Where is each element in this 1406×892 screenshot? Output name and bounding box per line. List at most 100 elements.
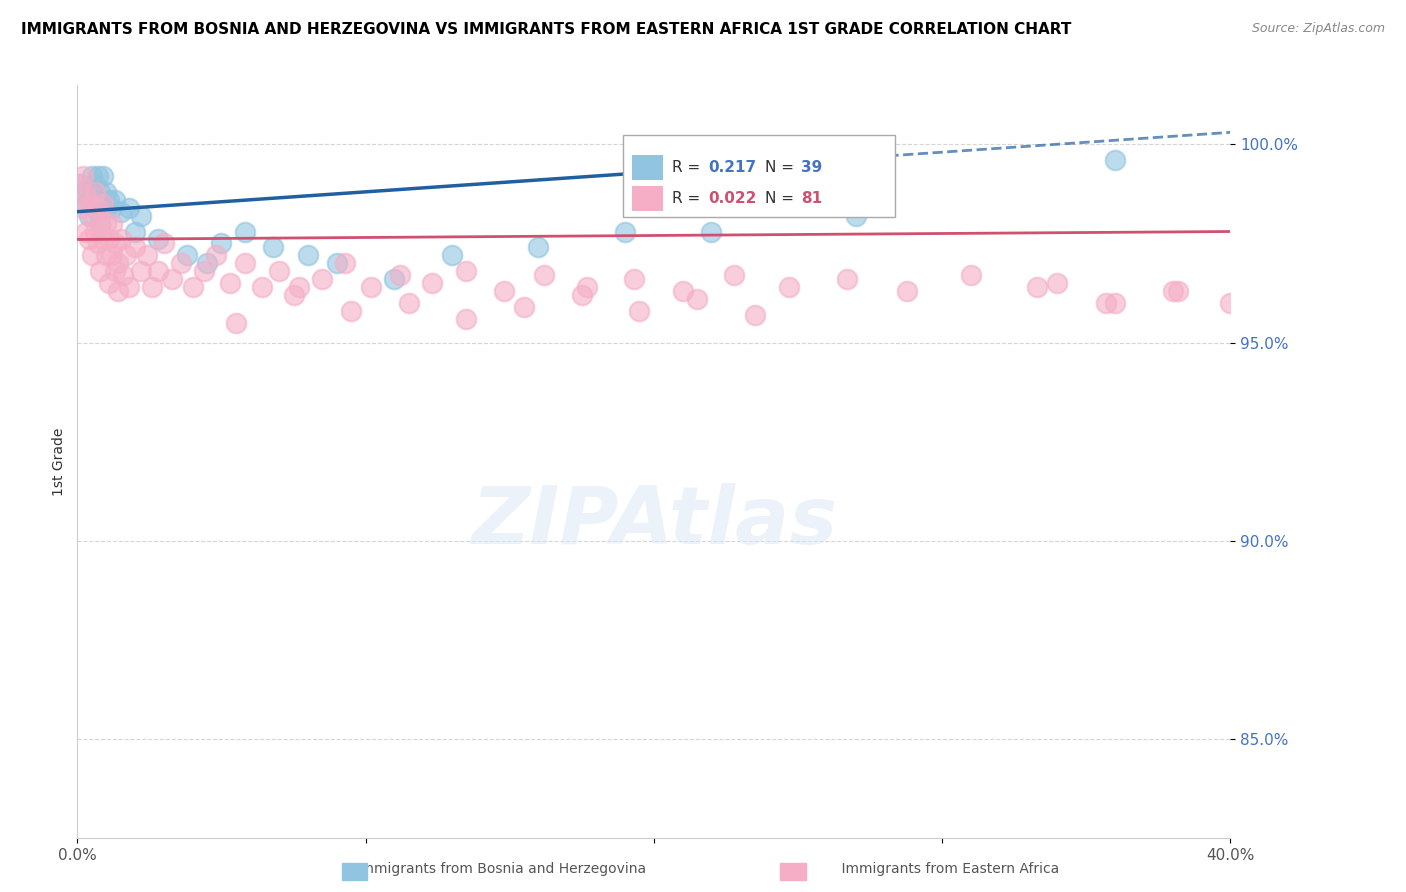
Point bbox=[110, 232, 132, 246]
Point bbox=[129, 209, 152, 223]
Point bbox=[80, 209, 103, 223]
Text: IMMIGRANTS FROM BOSNIA AND HERZEGOVINA VS IMMIGRANTS FROM EASTERN AFRICA 1ST GRA: IMMIGRANTS FROM BOSNIA AND HERZEGOVINA V… bbox=[21, 22, 1071, 37]
Point bbox=[225, 316, 247, 330]
Point bbox=[86, 169, 108, 183]
Point bbox=[311, 272, 333, 286]
Point bbox=[101, 217, 124, 231]
Point bbox=[623, 272, 645, 286]
Point bbox=[89, 264, 111, 278]
Point bbox=[86, 196, 108, 211]
Text: N =: N = bbox=[765, 191, 799, 206]
Point bbox=[288, 280, 311, 294]
Point bbox=[1046, 276, 1069, 290]
Text: ZIPAtlas: ZIPAtlas bbox=[471, 483, 837, 561]
Point bbox=[1104, 296, 1126, 310]
Point bbox=[204, 248, 226, 262]
Point bbox=[104, 264, 127, 278]
Point bbox=[441, 248, 464, 262]
Point bbox=[98, 276, 121, 290]
Point bbox=[118, 201, 141, 215]
Point bbox=[845, 209, 868, 223]
Point bbox=[69, 177, 91, 191]
Point bbox=[135, 248, 157, 262]
Point bbox=[72, 185, 94, 199]
Point bbox=[86, 201, 108, 215]
Point bbox=[456, 264, 478, 278]
Point bbox=[77, 196, 100, 211]
Point bbox=[527, 240, 550, 254]
Point bbox=[91, 232, 114, 246]
Point bbox=[89, 217, 111, 231]
Point bbox=[744, 308, 766, 322]
Point bbox=[1095, 296, 1118, 310]
Point bbox=[104, 236, 127, 251]
Point bbox=[96, 185, 118, 199]
Point bbox=[389, 268, 412, 282]
Text: 0.217: 0.217 bbox=[709, 160, 756, 175]
Point bbox=[1167, 284, 1189, 298]
Point bbox=[91, 196, 114, 211]
Point bbox=[75, 189, 97, 203]
Point bbox=[576, 280, 599, 294]
Point bbox=[72, 201, 94, 215]
Point bbox=[107, 256, 129, 270]
Point bbox=[80, 185, 103, 199]
Point bbox=[96, 201, 118, 215]
Text: R =: R = bbox=[672, 191, 704, 206]
Point bbox=[1161, 284, 1184, 298]
Point bbox=[360, 280, 382, 294]
Point bbox=[129, 264, 152, 278]
Point bbox=[571, 288, 593, 302]
Point bbox=[335, 256, 357, 270]
Point bbox=[80, 169, 103, 183]
Point bbox=[89, 185, 111, 199]
Point bbox=[124, 240, 146, 254]
Point bbox=[98, 193, 121, 207]
Point bbox=[162, 272, 184, 286]
Point bbox=[672, 284, 695, 298]
Point bbox=[91, 196, 114, 211]
Point bbox=[101, 248, 124, 262]
Point bbox=[98, 232, 121, 246]
Y-axis label: 1st Grade: 1st Grade bbox=[52, 427, 66, 496]
Point bbox=[72, 169, 94, 183]
Point bbox=[83, 177, 105, 191]
Point bbox=[297, 248, 319, 262]
Text: 81: 81 bbox=[801, 191, 823, 206]
Point bbox=[267, 264, 291, 278]
Point bbox=[835, 272, 858, 286]
Point bbox=[420, 276, 443, 290]
Point bbox=[80, 248, 103, 262]
Point bbox=[104, 193, 127, 207]
Text: 0.022: 0.022 bbox=[709, 191, 756, 206]
Point bbox=[83, 185, 105, 199]
Point bbox=[533, 268, 555, 282]
Point bbox=[170, 256, 193, 270]
Point bbox=[492, 284, 515, 298]
Point bbox=[96, 217, 118, 231]
Point bbox=[75, 225, 97, 239]
Point bbox=[91, 169, 114, 183]
Point bbox=[778, 280, 800, 294]
Point bbox=[86, 193, 108, 207]
Text: N =: N = bbox=[765, 160, 799, 175]
Text: R =: R = bbox=[672, 160, 704, 175]
Point bbox=[89, 217, 111, 231]
Text: Source: ZipAtlas.com: Source: ZipAtlas.com bbox=[1251, 22, 1385, 36]
Point bbox=[686, 292, 709, 306]
Point bbox=[193, 264, 215, 278]
Point bbox=[1026, 280, 1049, 294]
Point bbox=[146, 264, 169, 278]
Point bbox=[112, 268, 135, 282]
Point bbox=[211, 236, 233, 251]
Text: Immigrants from Eastern Africa: Immigrants from Eastern Africa bbox=[824, 862, 1060, 876]
Point bbox=[233, 256, 256, 270]
Point bbox=[250, 280, 273, 294]
Point bbox=[75, 196, 97, 211]
Point bbox=[83, 225, 105, 239]
Text: 39: 39 bbox=[801, 160, 823, 175]
Point bbox=[513, 300, 536, 314]
Point bbox=[325, 256, 349, 270]
Point bbox=[83, 201, 105, 215]
Point bbox=[340, 304, 363, 318]
